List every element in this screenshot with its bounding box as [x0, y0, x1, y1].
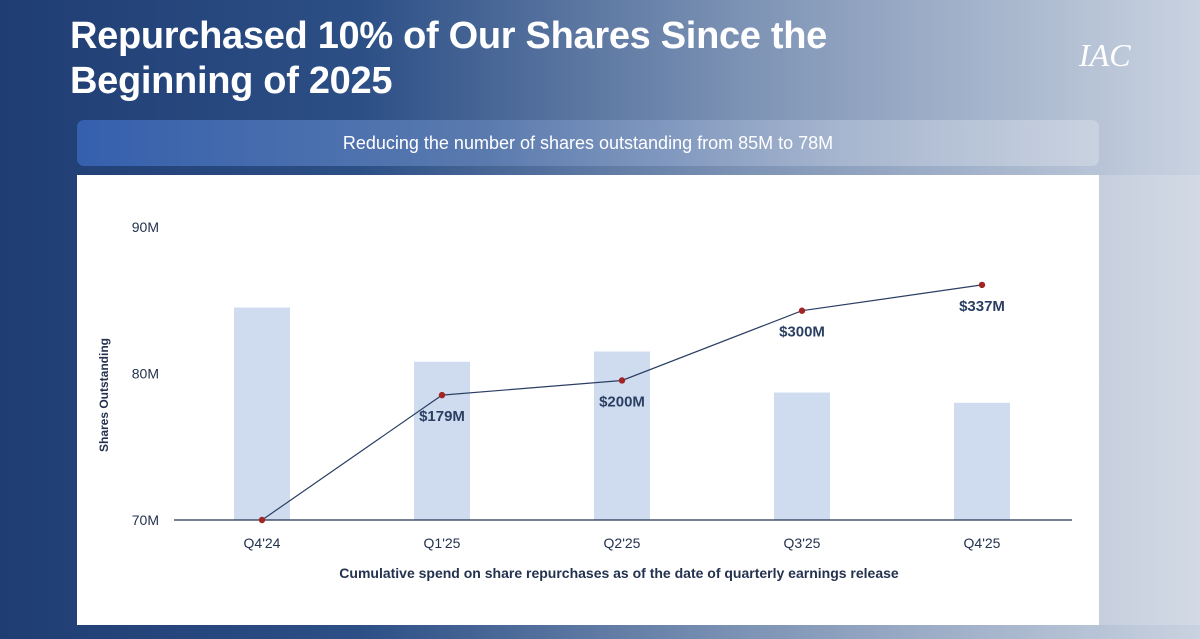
- chart-panel: 70M 80M 90M Q4'24 Q1'25 Q2'25 Q3'25 Q4'25 Shares…: [77, 175, 1099, 625]
- spend-marker-5: [978, 281, 986, 289]
- x-tick-label: Q2'25: [604, 535, 641, 551]
- bar-2: [414, 361, 470, 520]
- y-axis-title: Shares Outstanding: [97, 338, 111, 452]
- x-axis-title: Cumulative spend on share repurchases as…: [339, 565, 899, 581]
- bars-layer: [234, 307, 1010, 520]
- spend-data-label: $200M: [599, 393, 645, 410]
- x-tick-label: Q1'25: [424, 535, 461, 551]
- x-tick-label: Q4'25: [964, 535, 1001, 551]
- y-tick-label: 70M: [132, 512, 159, 528]
- bottom-decoration: [0, 625, 1200, 639]
- shares-outstanding-chart: 70M 80M 90M Q4'24 Q1'25 Q2'25 Q3'25 Q4'25 Shares…: [97, 219, 1072, 581]
- x-tick-label: Q4'24: [244, 535, 281, 551]
- bar-1: [234, 307, 290, 520]
- spend-line-layer: [258, 281, 986, 524]
- axis-layer: 70M 80M 90M Q4'24 Q1'25 Q2'25 Q3'25 Q4'25 Shares…: [97, 219, 1072, 581]
- label-layer: $179M $200M $300M $337M: [419, 298, 1005, 425]
- spend-data-label: $300M: [779, 324, 825, 341]
- spend-marker-1: [258, 516, 266, 524]
- spend-marker-2: [438, 391, 446, 399]
- spend-marker-3: [618, 377, 626, 384]
- panel-edge-decoration: [1099, 175, 1200, 639]
- subtitle-banner: Reducing the number of shares outstandin…: [77, 120, 1099, 166]
- svg-text:IAC: IAC: [1078, 37, 1131, 73]
- iac-logo: IAC: [1078, 37, 1131, 73]
- spend-data-label: $179M: [419, 408, 465, 425]
- slide-title: Repurchased 10% of Our Shares Since the …: [70, 15, 828, 102]
- bar-3: [594, 351, 650, 520]
- y-tick-label: 90M: [132, 219, 159, 235]
- spend-data-label: $337M: [959, 298, 1005, 315]
- bar-5: [954, 402, 1010, 520]
- x-tick-label: Q3'25: [784, 535, 821, 551]
- y-tick-label: 80M: [132, 366, 159, 382]
- spend-marker-4: [798, 307, 806, 314]
- bar-4: [774, 392, 830, 520]
